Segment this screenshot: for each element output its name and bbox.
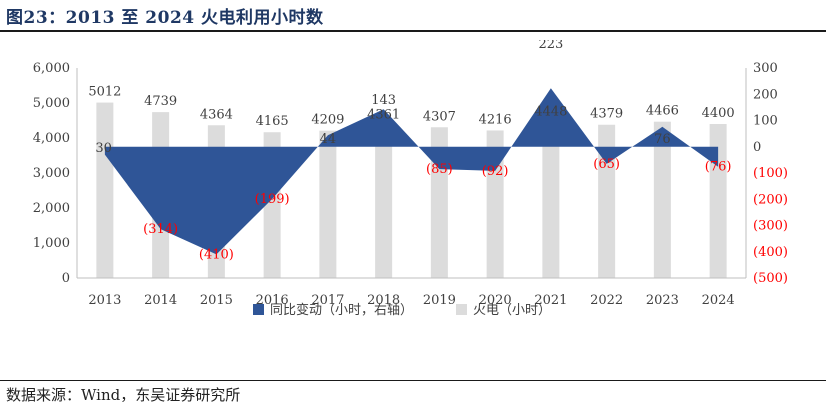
legend-swatch-bar <box>456 304 467 315</box>
change-label-2024: (76) <box>705 160 732 175</box>
bar-label-2023: 4466 <box>646 104 679 119</box>
x-tick-2019: 2019 <box>423 293 456 308</box>
bar-label-2021: 4448 <box>534 104 567 119</box>
y-right-tick: 0 <box>753 140 761 155</box>
y-left-tick: 6,000 <box>33 61 70 76</box>
bar-label-2019: 4307 <box>423 109 456 124</box>
y-right-tick: (500) <box>753 271 788 286</box>
x-tick-2017: 2017 <box>311 293 344 308</box>
change-label-2022: (65) <box>593 157 620 172</box>
source-note: 数据来源：Wind，东吴证券研究所 <box>6 386 241 404</box>
bar-label-2013: 5012 <box>88 85 121 100</box>
bar-label-2016: 4165 <box>256 114 289 129</box>
y-right-tick: 200 <box>753 87 778 102</box>
y-right-tick: (200) <box>753 192 788 207</box>
legend-label-bar: 火电（小时） <box>473 303 551 318</box>
x-tick-2013: 2013 <box>88 293 121 308</box>
x-tick-2024: 2024 <box>702 293 735 308</box>
x-tick-2014: 2014 <box>144 293 177 308</box>
bar-label-2018: 4361 <box>367 107 400 122</box>
x-tick-2022: 2022 <box>590 293 623 308</box>
change-label-2017: 44 <box>320 132 337 147</box>
y-right-tick: (400) <box>753 245 788 260</box>
y-left-tick: 2,000 <box>33 201 70 216</box>
bar-2021 <box>542 122 560 278</box>
chart: 0 1,000 2,000 3,000 4,000 5,000 6,000 (500) (400… <box>33 40 788 318</box>
x-tick-2021: 2021 <box>534 293 567 308</box>
y-left-tick: 3,000 <box>33 166 70 181</box>
bar-2018 <box>375 125 393 279</box>
change-label-2015: (410) <box>199 247 234 262</box>
x-tick-2015: 2015 <box>200 293 233 308</box>
bar-label-2022: 4379 <box>590 107 623 122</box>
y-right-tick: 100 <box>753 114 778 129</box>
change-label-2013: 30 <box>95 141 112 156</box>
bar-label-2024: 4400 <box>702 106 735 121</box>
footer-divider <box>0 380 826 381</box>
bar-2022 <box>598 124 616 278</box>
change-label-2016: (199) <box>255 192 290 207</box>
bar-label-2020: 4216 <box>479 112 512 127</box>
bar-2013 <box>96 102 114 278</box>
y-right-tick: (300) <box>753 219 788 234</box>
bar-label-2015: 4364 <box>200 107 233 122</box>
figure-title: 图23：2013 至 2024 火电利用小时数 <box>6 8 324 28</box>
legend-swatch-change <box>253 304 264 315</box>
title-divider <box>0 30 826 32</box>
x-tick-2023: 2023 <box>646 293 679 308</box>
y-left-tick: 5,000 <box>33 96 70 111</box>
change-label-2020: (92) <box>482 164 509 179</box>
change-area <box>104 88 719 255</box>
bar-label-2017: 4209 <box>311 113 344 128</box>
bar-2017 <box>319 130 337 278</box>
x-tick-2020: 2020 <box>479 293 512 308</box>
x-tick-2018: 2018 <box>367 293 400 308</box>
bar-2023 <box>653 121 671 278</box>
change-label-2014: (314) <box>143 222 178 237</box>
y-right-tick: (100) <box>753 166 788 181</box>
bar-label-2014: 4739 <box>144 94 177 109</box>
y-left-tick: 4,000 <box>33 131 70 146</box>
change-label-2023: 76 <box>654 132 671 147</box>
change-label-2019: (85) <box>426 162 453 177</box>
change-label-2018: 143 <box>371 93 396 108</box>
legend-label-change: 同比变动（小时，右轴） <box>270 302 413 318</box>
y-right-tick: 300 <box>753 61 778 76</box>
y-left-tick: 0 <box>62 271 70 286</box>
change-label-2021: 223 <box>538 40 563 52</box>
y-left-tick: 1,000 <box>33 236 70 251</box>
